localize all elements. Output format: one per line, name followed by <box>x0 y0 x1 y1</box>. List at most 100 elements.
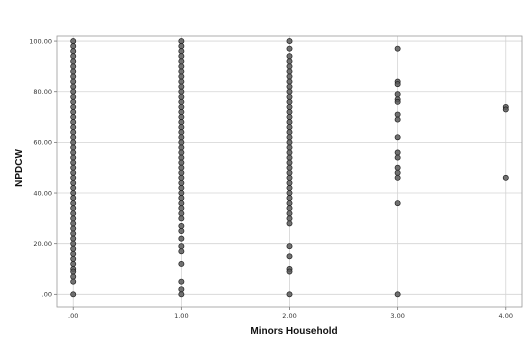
data-point <box>286 83 293 90</box>
data-point <box>286 144 293 151</box>
data-point <box>178 248 185 255</box>
data-point <box>286 58 293 65</box>
data-point <box>286 210 293 217</box>
data-point <box>70 119 77 126</box>
data-point <box>286 78 293 85</box>
data-point <box>178 228 185 234</box>
data-point <box>178 48 185 55</box>
data-point <box>178 174 185 181</box>
data-point <box>70 38 77 45</box>
data-point <box>394 81 401 88</box>
data-point <box>286 253 293 260</box>
data-point <box>286 243 293 250</box>
data-point <box>502 174 509 181</box>
data-point <box>178 159 185 166</box>
data-point <box>178 58 185 65</box>
data-point <box>178 260 185 267</box>
data-point <box>70 200 77 207</box>
data-point <box>70 225 77 232</box>
data-point <box>286 98 293 105</box>
data-point <box>286 68 293 75</box>
data-point <box>70 149 77 156</box>
data-point <box>394 149 401 156</box>
data-point <box>70 291 77 298</box>
data-point <box>70 88 77 95</box>
data-point <box>286 129 293 136</box>
x-tick-label: 4.00 <box>499 312 513 320</box>
data-point <box>178 243 185 250</box>
data-point <box>286 174 293 181</box>
data-point <box>70 235 77 242</box>
data-point <box>286 164 293 171</box>
data-point <box>286 119 293 126</box>
data-point <box>70 260 77 267</box>
data-point <box>178 83 185 90</box>
data-point <box>286 179 293 186</box>
data-point <box>70 230 77 237</box>
data-point <box>286 63 293 70</box>
data-point <box>178 215 185 222</box>
data-point <box>178 139 185 146</box>
data-point <box>178 114 185 120</box>
data-point <box>178 235 185 242</box>
data-point <box>70 58 77 65</box>
data-point <box>178 169 185 176</box>
data-point <box>70 174 77 181</box>
data-point <box>178 103 185 110</box>
data-point <box>70 98 77 105</box>
y-tick-label: 20.00 <box>33 240 52 248</box>
data-point <box>286 291 293 298</box>
data-point <box>286 53 293 60</box>
x-axis-ticks: .00 1.00 2.00 3.00 4.00 <box>68 307 513 320</box>
data-point <box>286 114 293 120</box>
data-point <box>178 179 185 186</box>
y-tick-label: .00 <box>42 291 52 299</box>
data-point <box>178 154 185 161</box>
data-point <box>70 195 77 202</box>
data-point <box>70 53 77 60</box>
data-point <box>394 111 401 118</box>
data-point <box>286 109 293 115</box>
data-point <box>502 106 509 113</box>
data-point <box>286 195 293 202</box>
data-point <box>394 154 401 161</box>
data-point <box>178 68 185 75</box>
y-axis-title: NPDCW <box>14 149 25 187</box>
data-point <box>394 291 401 298</box>
y-axis-ticks: .00 20.00 40.00 60.00 80.00 100.00 <box>29 37 57 299</box>
data-point <box>286 215 293 222</box>
data-point <box>70 240 77 247</box>
data-point <box>286 124 293 131</box>
y-tick-label: 60.00 <box>33 139 52 147</box>
data-point <box>286 93 293 100</box>
data-point <box>178 190 185 196</box>
data-point <box>70 109 77 115</box>
data-point <box>178 210 185 217</box>
data-point <box>394 98 401 105</box>
data-point <box>178 149 185 156</box>
data-point <box>70 134 77 141</box>
data-point <box>178 43 185 50</box>
data-point <box>394 169 401 176</box>
data-point <box>286 134 293 141</box>
data-point <box>70 220 77 227</box>
data-point <box>70 185 77 191</box>
data-point <box>286 268 293 275</box>
data-point <box>286 190 293 196</box>
data-point <box>70 48 77 55</box>
data-point <box>178 38 185 45</box>
data-point <box>178 144 185 151</box>
data-point <box>178 124 185 131</box>
data-point <box>286 38 293 45</box>
data-point <box>70 124 77 131</box>
data-point <box>70 93 77 100</box>
data-point <box>70 129 77 136</box>
data-point <box>70 273 77 280</box>
data-point <box>178 93 185 100</box>
data-point <box>70 73 77 80</box>
data-point <box>70 114 77 120</box>
data-point <box>70 139 77 146</box>
x-axis-title: Minors Household <box>250 326 337 337</box>
data-point <box>70 245 77 252</box>
